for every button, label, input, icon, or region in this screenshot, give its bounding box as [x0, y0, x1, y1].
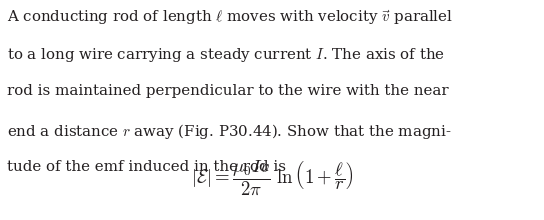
Text: $|\mathcal{E}| = \dfrac{\mu_0 Iv}{2\pi}\ \ln\left(1 + \dfrac{\ell}{r}\right)$: $|\mathcal{E}| = \dfrac{\mu_0 Iv}{2\pi}\… [191, 159, 353, 198]
Text: tude of the emf induced in the rod is: tude of the emf induced in the rod is [7, 160, 286, 174]
Text: to a long wire carrying a steady current $I$. The axis of the: to a long wire carrying a steady current… [7, 46, 444, 64]
Text: end a distance $r$ away (Fig. P30.44). Show that the magni-: end a distance $r$ away (Fig. P30.44). S… [7, 122, 451, 141]
Text: rod is maintained perpendicular to the wire with the near: rod is maintained perpendicular to the w… [7, 84, 448, 98]
Text: A conducting rod of length $\ell$ moves with velocity $\vec{v}$ parallel: A conducting rod of length $\ell$ moves … [7, 8, 453, 27]
